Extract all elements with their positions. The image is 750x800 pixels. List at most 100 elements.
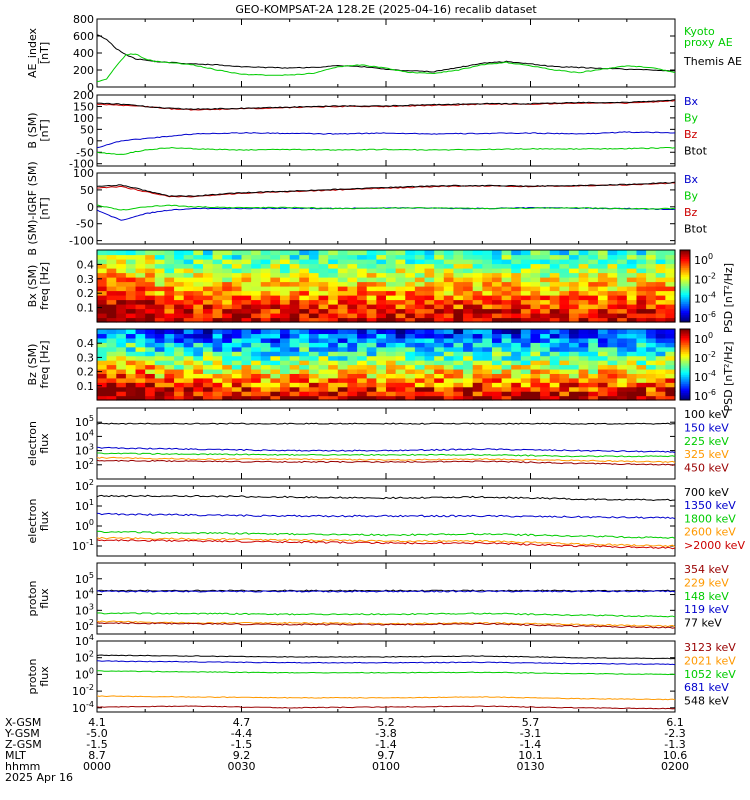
spectrogram-cell: [434, 308, 445, 314]
spectrogram-cell: [231, 299, 243, 305]
spectrogram-cell: [116, 313, 127, 319]
colorbar-cell: [680, 334, 690, 337]
spectrogram-cell: [646, 268, 657, 274]
spectrogram-cell: [164, 317, 175, 323]
spectrogram-cell: [472, 373, 483, 379]
spectrogram-cell: [588, 263, 599, 269]
spectrogram-cell: [395, 329, 406, 335]
spectrogram-cell: [453, 295, 464, 301]
spectrogram-cell: [386, 337, 397, 343]
spectrogram-cell: [231, 337, 243, 343]
spectrogram-cell: [212, 351, 223, 357]
spectrogram-cell: [578, 342, 589, 348]
spectrogram-cell: [463, 355, 474, 361]
spectrogram-cell: [540, 342, 551, 348]
spectrogram-cell: [617, 277, 628, 283]
spectrogram-cell: [222, 355, 233, 361]
spectrogram-cell: [443, 313, 455, 319]
spectrogram-cell: [569, 259, 580, 265]
spectrogram-cell: [337, 272, 349, 278]
spectrogram-cell: [405, 342, 416, 348]
colorbar-cell: [680, 366, 690, 369]
spectrogram-cell: [511, 304, 522, 310]
spectrogram-cell: [607, 313, 618, 319]
spectrogram-cell: [241, 259, 252, 265]
colorbar-cell: [680, 343, 690, 346]
spectrogram-cell: [626, 391, 638, 397]
spectrogram-cell: [472, 277, 483, 283]
spectrogram-cell: [405, 254, 416, 260]
spectrogram-cell: [443, 373, 455, 379]
spectrogram-cell: [318, 290, 329, 296]
spectrogram-cell: [472, 263, 483, 269]
spectrogram-cell: [482, 295, 493, 301]
spectrogram-cell: [270, 351, 281, 357]
colorbar-tick-label: 10-2: [694, 350, 716, 365]
spectrogram-cell: [636, 382, 647, 388]
spectrogram-cell: [549, 391, 560, 397]
spectrogram-cell: [299, 377, 310, 383]
spectrogram-cell: [193, 290, 204, 296]
spectrogram-cell: [193, 308, 204, 314]
spectrogram-cell: [347, 313, 358, 319]
spectrogram-cell: [280, 364, 291, 370]
spectrogram-cell: [376, 308, 387, 314]
spectrogram-cell: [626, 360, 638, 366]
spectrogram-cell: [164, 368, 175, 374]
spectrogram-cell: [106, 317, 117, 323]
legend-entry: >2000 keV: [684, 539, 745, 552]
spectrogram-cell: [405, 346, 416, 352]
spectrogram-cell: [569, 346, 580, 352]
spectrogram-cell: [386, 272, 397, 278]
spectrogram-cell: [540, 373, 551, 379]
legend-entry: By: [684, 190, 699, 203]
spectrogram-cell: [597, 317, 609, 323]
spectrogram-cell: [202, 277, 214, 283]
spectrogram-cell: [289, 333, 300, 339]
spectrogram-cell: [636, 373, 647, 379]
spectrogram-cell: [154, 333, 166, 339]
spectrogram-cell: [270, 313, 281, 319]
spectrogram-cell: [260, 268, 271, 274]
spectrogram-cell: [241, 304, 252, 310]
panel-bz-spec: Bz (SM) freq [Hz] 0.10.20.30.4 10010-210-41…: [26, 328, 735, 412]
spectrogram-cell: [607, 395, 618, 401]
spectrogram-cell: [540, 299, 551, 305]
spectrogram-cell: [491, 263, 503, 269]
spectrogram-cell: [125, 337, 137, 343]
y-tick-label: 0.2: [77, 287, 95, 300]
spectrogram-cell: [414, 382, 426, 388]
spectrogram-cell: [414, 377, 426, 383]
spectrogram-cell: [135, 299, 146, 305]
spectrogram-cell: [578, 281, 589, 287]
series-line-by: [96, 204, 676, 211]
spectrogram-cell: [357, 295, 368, 301]
spectrogram-cell: [125, 277, 137, 283]
spectrogram-cell: [434, 263, 445, 269]
colorbar-cell: [680, 305, 690, 309]
spectrogram-cell: [607, 286, 618, 292]
spectrogram-cell: [193, 351, 204, 357]
spectrogram-cell: [395, 299, 406, 305]
spectrogram-cell: [443, 342, 455, 348]
spectrogram-cell: [434, 391, 445, 397]
spectrogram-cell: [164, 290, 175, 296]
x-axis-value: 4.7: [233, 716, 251, 729]
spectrogram-cell: [617, 373, 628, 379]
spectrogram-cell: [125, 333, 137, 339]
spectrogram-cell: [646, 290, 657, 296]
spectrogram-cell: [386, 351, 397, 357]
spectrogram-cell: [482, 317, 493, 323]
spectrogram-cell: [145, 364, 156, 370]
spectrogram-cell: [559, 395, 570, 401]
spectrogram-cell: [434, 386, 445, 392]
spectrogram-cell: [655, 355, 666, 361]
spectrogram-cell: [443, 355, 455, 361]
spectrogram-cell: [463, 286, 474, 292]
spectrogram-cell: [549, 290, 560, 296]
spectrogram-cell: [299, 333, 310, 339]
spectrogram-cell: [97, 308, 108, 314]
spectrogram-cell: [106, 333, 117, 339]
spectrogram-cell: [540, 286, 551, 292]
spectrogram-cell: [135, 254, 146, 260]
